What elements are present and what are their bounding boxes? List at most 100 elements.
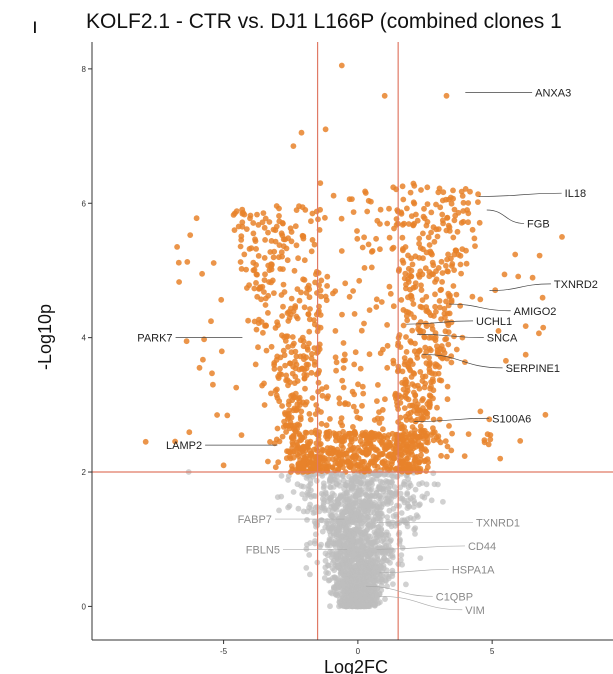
data-point [404,205,410,212]
data-point [384,514,391,520]
gene-label-fgb: FGB [527,218,550,230]
data-point [348,484,355,491]
data-point [272,464,279,471]
data-point [469,226,476,233]
threshold-lines [92,42,613,640]
data-point [295,255,301,262]
data-point [285,344,291,350]
data-point [199,270,206,277]
data-point [419,397,425,404]
data-point [322,214,328,221]
data-point [477,408,484,415]
data-point [307,501,313,508]
data-point [452,212,459,219]
data-point [348,436,354,443]
data-point [349,575,356,582]
data-point [536,252,543,259]
data-point [355,455,362,462]
data-point [428,432,435,438]
data-point [314,350,320,356]
data-point [433,276,440,283]
label-leader-line [478,192,562,197]
data-point [381,555,388,562]
data-point [401,220,407,227]
data-point [398,297,405,303]
data-point [252,238,259,245]
data-point [433,308,439,315]
data-point [383,498,390,505]
data-point [335,449,341,456]
data-point [399,257,406,264]
data-point [322,490,329,497]
data-point [430,425,436,431]
data-point [339,472,346,479]
data-point [412,392,418,399]
data-point [346,293,353,300]
data-point [356,277,363,284]
data-point [275,373,281,380]
data-point [449,261,456,267]
data-point [366,351,373,358]
data-point [435,437,442,443]
data-point [263,322,269,329]
data-point [299,491,306,498]
data-point [328,536,334,543]
data-point [384,322,390,328]
data-point [540,324,547,331]
data-point [303,365,310,372]
data-point [296,297,303,304]
data-point [428,383,434,390]
data-point [407,189,414,196]
data-point [463,260,470,267]
data-point [338,215,345,222]
data-point [268,238,275,244]
data-point [400,386,407,393]
data-point [361,602,367,609]
data-point [390,513,397,519]
data-point [263,347,270,354]
data-point [377,470,383,476]
data-point [250,230,257,237]
data-point [350,453,357,460]
data-point [419,304,425,311]
data-point [328,525,335,531]
data-point [423,439,430,445]
data-point [401,405,408,411]
data-point [396,541,403,547]
data-point [428,209,435,216]
data-point [378,587,385,594]
data-point [290,143,297,150]
data-point [280,281,287,288]
data-point [323,297,330,304]
data-point [255,253,262,259]
data-point [322,550,329,557]
data-point [522,351,529,358]
data-point [387,290,394,297]
data-point [187,232,194,239]
y-tick-label: 2 [82,468,87,477]
data-point [424,201,431,208]
data-point [434,233,441,240]
data-point [396,529,403,536]
data-point [443,92,450,99]
data-point [355,461,361,468]
data-point [339,438,346,445]
data-point [361,234,367,241]
x-tick-label: 5 [490,647,495,656]
data-point [289,334,296,340]
data-point [416,468,423,474]
data-point [475,199,481,206]
data-point [285,477,291,483]
data-point [369,481,375,488]
data-point [285,318,292,324]
data-point [308,218,314,225]
data-point [414,217,421,224]
data-point [355,568,362,575]
data-point [408,293,415,299]
data-point [355,528,362,534]
data-point [318,277,325,284]
data-point [261,224,268,231]
data-point [421,353,427,359]
data-point [381,433,388,439]
